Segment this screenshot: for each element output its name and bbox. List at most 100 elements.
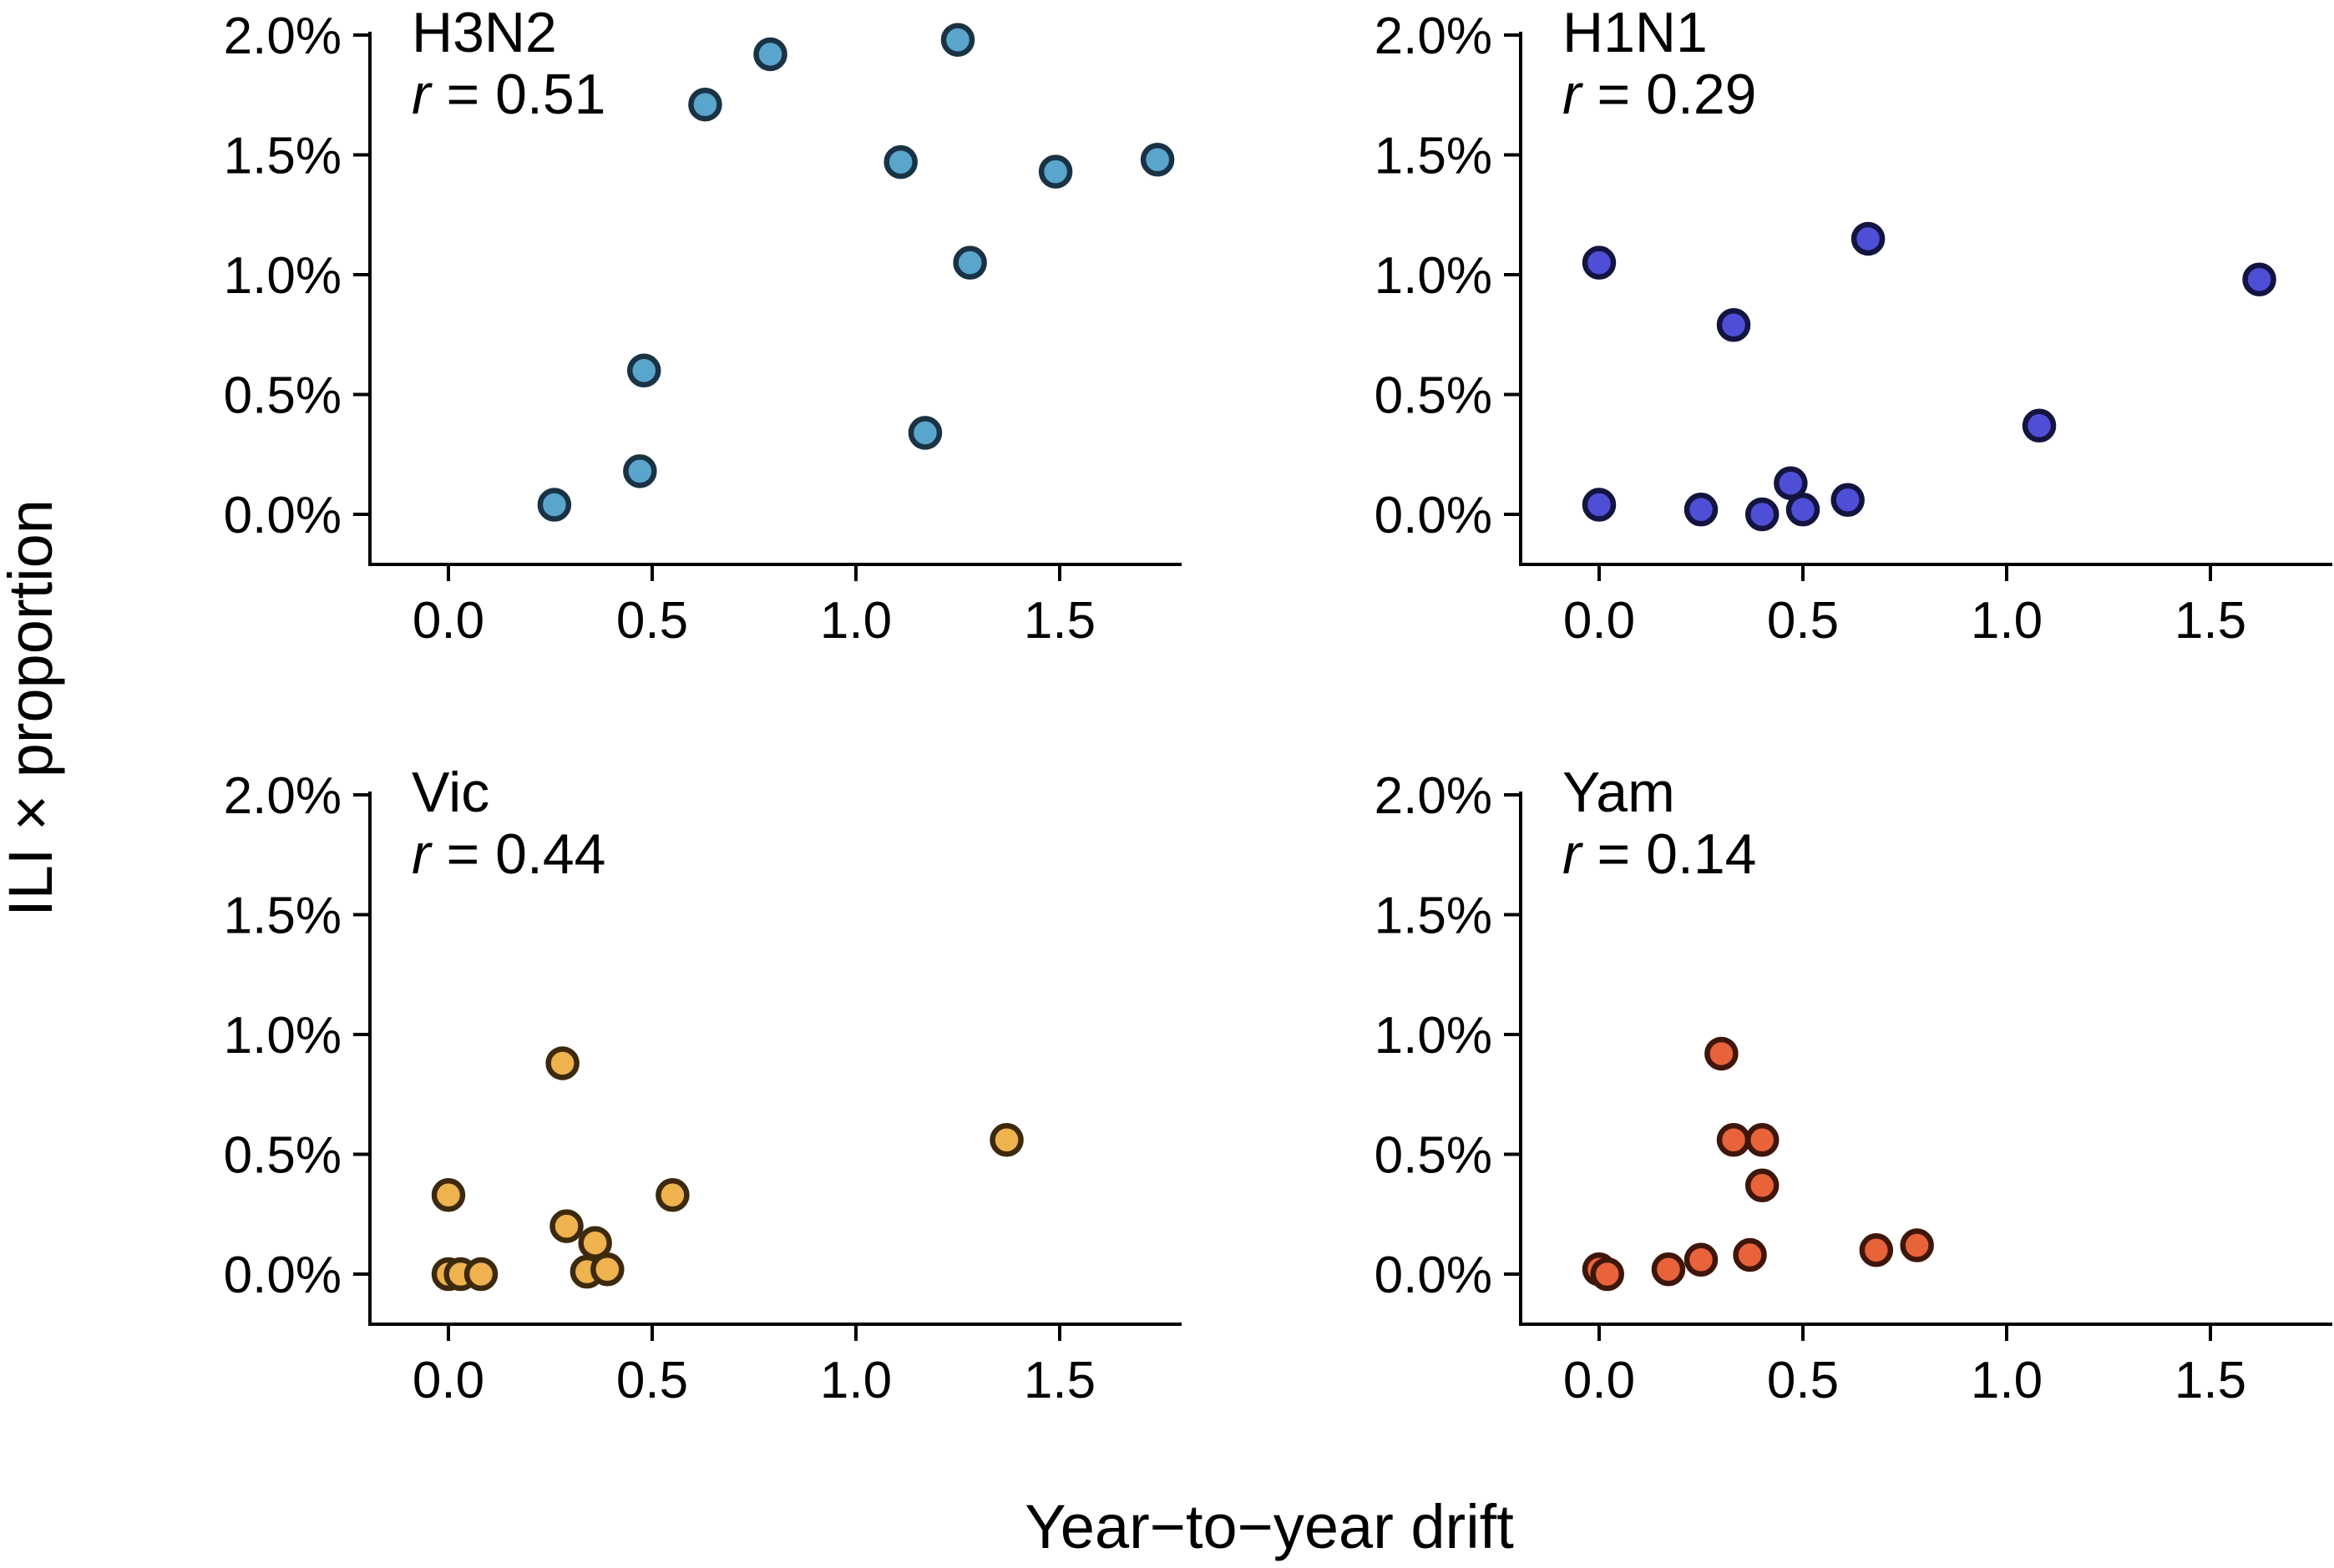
data-point [1651,1252,1686,1287]
correlation-label: r = 0.51 [412,63,606,126]
correlation-symbol: r [1562,63,1583,126]
data-point [940,23,975,57]
y-tick-label: 2.0% [1375,767,1492,825]
y-tick-label: 0.5% [224,1127,342,1185]
data-point [2022,408,2057,443]
data-point [2242,262,2276,296]
y-tick-label: 1.5% [224,128,342,185]
data-point [656,1178,690,1212]
y-tick-label: 1.0% [224,247,342,305]
panel-title: Vic [412,761,489,824]
x-tick-label: 0.5 [616,592,688,650]
correlation-label: r = 0.14 [1562,822,1757,886]
data-point [1716,308,1751,342]
x-tick-label: 0.5 [1767,1352,1839,1409]
data-point [578,1226,612,1260]
data-point [1582,245,1617,280]
data-point [1850,221,1886,256]
y-tick-label: 1.5% [1375,888,1492,945]
data-point [688,87,722,122]
y-tick-label: 0.5% [224,367,342,425]
correlation-value: = 0.51 [431,63,606,126]
x-tick-label: 1.5 [2175,1352,2246,1409]
y-axis-title: ILI × proportion [0,499,65,917]
y-tick-label: 1.5% [224,888,342,945]
y-tick-label: 1.5% [1375,128,1492,185]
x-tick-label: 1.0 [1971,1352,2043,1409]
data-point [1038,154,1073,189]
x-tick-label: 0.5 [616,1352,688,1409]
correlation-value: = 0.14 [1582,822,1757,886]
correlation-symbol: r [1562,822,1583,886]
data-point [1590,1257,1625,1292]
data-point [1830,483,1865,518]
data-point [908,416,943,450]
panel-title: H3N2 [412,1,557,64]
data-point [549,1209,584,1243]
data-point [590,1252,625,1287]
y-tick-label: 1.0% [224,1007,342,1065]
y-tick-label: 0.0% [1375,487,1492,544]
correlation-symbol: r [412,63,433,126]
y-tick-label: 2.0% [224,767,342,825]
y-tick-label: 0.5% [1375,1127,1492,1185]
x-tick-label: 0.0 [1563,1352,1635,1409]
data-point [545,1046,580,1080]
y-tick-label: 0.0% [1375,1247,1492,1304]
data-point [883,144,918,180]
y-tick-label: 2.0% [1375,8,1492,65]
data-point [1140,142,1175,177]
data-point [753,37,787,72]
x-tick-label: 1.0 [1971,592,2043,650]
data-point [1744,497,1780,532]
x-axis-title: Year−to−year drift [1025,1492,1514,1561]
data-point [1683,1242,1719,1277]
correlation-label: r = 0.29 [1562,63,1757,126]
data-point [1744,1123,1780,1157]
data-point [623,454,657,488]
correlation-label: r = 0.44 [412,822,606,886]
correlation-value: = 0.29 [1582,63,1757,126]
x-tick-label: 1.5 [2175,592,2246,650]
y-tick-label: 2.0% [224,8,342,65]
y-tick-label: 0.0% [224,1247,342,1304]
data-point [431,1178,466,1212]
y-tick-label: 0.0% [224,487,342,544]
data-point [1733,1237,1767,1272]
x-tick-label: 1.5 [1024,592,1096,650]
y-tick-label: 1.0% [1375,247,1492,305]
data-point [463,1257,499,1292]
y-tick-label: 1.0% [1375,1007,1492,1065]
data-point [953,245,987,280]
x-tick-label: 0.0 [413,592,484,650]
panel-title: H1N1 [1562,1,1708,64]
x-tick-label: 0.0 [1563,592,1635,650]
data-point [1900,1228,1934,1262]
y-tick-label: 0.5% [1375,367,1492,425]
correlation-value: = 0.44 [431,822,606,886]
x-tick-label: 1.0 [820,1352,892,1409]
data-point [626,353,661,388]
data-point [1859,1233,1894,1267]
data-point [537,488,572,522]
data-point [1774,466,1808,500]
x-tick-label: 1.0 [820,592,892,650]
x-tick-label: 1.5 [1024,1352,1096,1409]
data-point [990,1123,1024,1157]
data-point [1744,1168,1780,1203]
data-point [1683,493,1719,527]
x-tick-label: 0.0 [413,1352,484,1409]
x-tick-label: 0.5 [1767,592,1839,650]
data-point [1785,493,1820,527]
data-point [1704,1036,1739,1071]
correlation-symbol: r [412,822,433,886]
data-point [1582,488,1617,522]
panel-title: Yam [1562,761,1675,824]
data-point [1716,1123,1751,1157]
